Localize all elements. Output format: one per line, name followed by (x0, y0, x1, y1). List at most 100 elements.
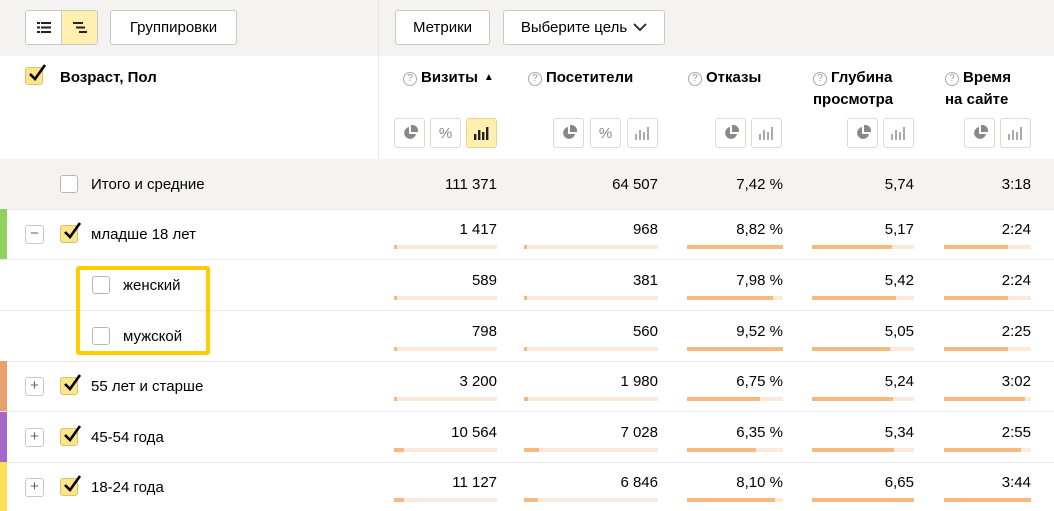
row-label: женский (123, 277, 181, 294)
bar-chart-icon (1007, 127, 1022, 140)
visitors-pie-view-button[interactable] (553, 118, 584, 148)
cell-value: 6,65 (884, 474, 914, 491)
value-bar-track (687, 347, 783, 351)
report-toolbar: Группировки Метрики Выберите цель (0, 0, 1054, 56)
groupings-button[interactable]: Группировки (110, 10, 237, 45)
table-row-under-18[interactable]: − младше 18 лет 1 417 968 8,82 % 5,17 2:24 (0, 209, 1054, 260)
list-icon (36, 22, 51, 33)
column-header-visits[interactable]: ? Визиты ▲ (403, 67, 494, 89)
help-icon[interactable]: ? (945, 72, 959, 86)
value-bar-track (524, 347, 658, 351)
cell-value: 6 846 (620, 474, 658, 491)
cell-value: 589 (471, 272, 497, 289)
value-bar-fill (524, 347, 527, 351)
value-bar-fill (812, 245, 892, 249)
value-bar-track (524, 245, 658, 249)
row-checkbox[interactable] (92, 327, 110, 345)
bar-chart-icon (890, 127, 905, 140)
table-row-55-plus[interactable]: +55 лет и старше 3 200 1 980 6,75 % 5,24 3:02 (0, 361, 1054, 412)
table-row-18-24[interactable]: +18-24 года 11 127 6 846 8,10 % 6,65 3:44 (0, 462, 1054, 511)
row-checkbox[interactable] (92, 276, 110, 294)
cell-value: 3:18 (1001, 176, 1031, 193)
time-pie-view-button[interactable] (964, 118, 995, 148)
depth-bar-view-button[interactable] (883, 118, 914, 148)
row-checkbox[interactable] (60, 425, 82, 446)
chevron-down-icon (633, 23, 647, 32)
row-label: мужской (123, 328, 183, 345)
list-view-button[interactable] (26, 11, 61, 44)
visits-percent-view-button[interactable]: % (430, 118, 461, 148)
value-bar-fill (687, 448, 756, 452)
segment-color-marker (0, 412, 7, 462)
dimension-header[interactable]: Возраст, Пол (60, 69, 157, 86)
table-row-45-54[interactable]: +45-54 года 10 564 7 028 6,35 % 5,34 2:55 (0, 412, 1054, 463)
bounces-bar-view-button[interactable] (751, 118, 782, 148)
cell-value: 2:55 (1001, 424, 1031, 441)
cell-value: 3:02 (1001, 373, 1031, 390)
table-row-female[interactable]: женский 589 381 7,98 % 5,42 2:24 (0, 260, 1054, 311)
visits-pie-view-button[interactable] (394, 118, 425, 148)
column-header-time[interactable]: ? Время на сайте (945, 69, 1011, 108)
cell-value: 560 (632, 323, 658, 340)
cell-value: 111 371 (445, 176, 497, 193)
value-bar-track (687, 397, 783, 401)
cell-value: 2:25 (1001, 323, 1031, 340)
visits-bar-view-button[interactable] (466, 118, 497, 148)
cell-value: 2:24 (1001, 272, 1031, 289)
value-bar-fill (812, 296, 896, 300)
goal-select-label: Выберите цель (520, 19, 628, 36)
help-icon[interactable]: ? (813, 72, 827, 86)
cell-value: 798 (471, 323, 497, 340)
value-bar-fill (687, 397, 760, 401)
cell-value: 64 507 (612, 176, 658, 193)
row-checkbox[interactable] (60, 374, 82, 395)
expand-icon[interactable]: + (25, 478, 44, 497)
bar-chart-icon (473, 127, 488, 140)
collapse-icon[interactable]: − (25, 225, 44, 244)
goal-select[interactable]: Выберите цель (503, 10, 665, 45)
row-checkbox[interactable] (60, 222, 82, 243)
sort-ascending-icon: ▲ (483, 72, 494, 83)
value-bar-fill (394, 296, 397, 300)
column-divider (378, 0, 379, 159)
value-bar-fill (944, 245, 1008, 249)
cell-value: 7,98 % (736, 272, 783, 289)
value-bar-track (687, 245, 783, 249)
value-bar-track (687, 296, 783, 300)
metrics-button[interactable]: Метрики (395, 10, 490, 45)
table-row-male[interactable]: мужской 798 560 9,52 % 5,05 2:25 (0, 311, 1054, 362)
tree-view-button[interactable] (61, 11, 97, 44)
expand-icon[interactable]: + (25, 428, 44, 447)
row-label: младше 18 лет (91, 226, 197, 243)
help-icon[interactable]: ? (528, 72, 542, 86)
value-bar-fill (394, 498, 404, 502)
row-label: 45-54 года (91, 429, 164, 446)
row-checkbox[interactable] (60, 475, 82, 496)
value-bar-fill (394, 448, 404, 452)
value-bar-fill (394, 347, 397, 351)
visitors-percent-view-button[interactable]: % (590, 118, 621, 148)
time-bar-view-button[interactable] (1000, 118, 1031, 148)
view-mode-switch (25, 10, 98, 45)
visitors-bar-view-button[interactable] (627, 118, 658, 148)
column-header-bounces[interactable]: ? Отказы (688, 67, 761, 89)
depth-pie-view-button[interactable] (847, 118, 878, 148)
value-bar-track (524, 498, 658, 502)
expand-icon[interactable]: + (25, 377, 44, 396)
dimension-select-all-checkbox[interactable] (25, 64, 47, 85)
value-bar-track (944, 498, 1031, 502)
help-icon[interactable]: ? (688, 72, 702, 86)
column-header-depth[interactable]: ? Глубина просмотра (813, 69, 894, 108)
column-header-visitors[interactable]: ? Посетители (528, 67, 633, 89)
value-bar-track (394, 245, 497, 249)
help-icon[interactable]: ? (403, 72, 417, 86)
value-bar-track (944, 397, 1031, 401)
row-checkbox[interactable] (60, 175, 78, 193)
cell-value: 968 (632, 221, 658, 238)
bounces-pie-view-button[interactable] (715, 118, 746, 148)
cell-value: 1 417 (459, 221, 497, 238)
table-row-total[interactable]: Итого и средние 111 371 64 507 7,42 % 5,74 3:… (0, 159, 1054, 210)
value-bar-track (687, 448, 783, 452)
pie-chart-icon (562, 125, 577, 139)
cell-value: 5,24 (884, 373, 914, 390)
